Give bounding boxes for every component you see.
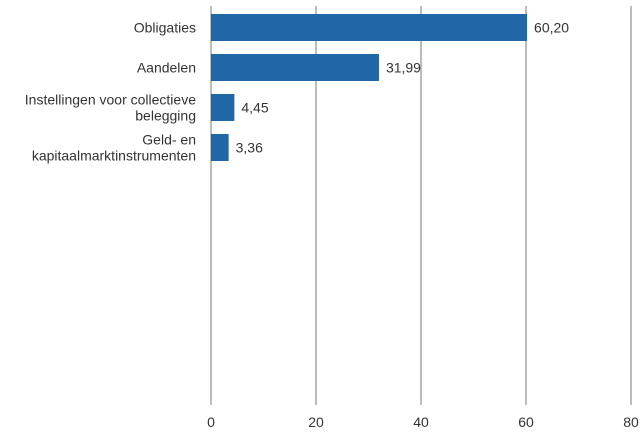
- data-label: 4,45: [241, 100, 268, 116]
- category-label-line: belegging: [135, 108, 196, 124]
- bar: [211, 94, 235, 121]
- category-label-line: Instellingen voor collectieve: [25, 92, 196, 108]
- category-label: Geld- en kapitaalmarktinstrumenten: [32, 132, 196, 164]
- category-label: Aandelen: [137, 60, 196, 76]
- x-axis-tick-labels: 0 20 40 60 80: [207, 414, 639, 430]
- x-tick-label: 0: [207, 414, 215, 430]
- x-tick-label: 20: [308, 414, 324, 430]
- x-tick-label: 40: [413, 414, 429, 430]
- x-tick-label: 60: [518, 414, 534, 430]
- data-label: 3,36: [236, 140, 263, 156]
- bar: [211, 14, 528, 41]
- bar: [211, 134, 229, 161]
- data-label: 60,20: [534, 20, 569, 36]
- bar: [211, 54, 379, 81]
- x-tick-label: 80: [623, 414, 639, 430]
- category-label: Instellingen voor collectieve belegging: [25, 92, 196, 124]
- category-label-line: Aandelen: [137, 60, 196, 76]
- category-label-line: Geld- en: [142, 132, 196, 148]
- category-label-line: kapitaalmarktinstrumenten: [32, 148, 196, 164]
- data-label: 31,99: [386, 60, 421, 76]
- category-label-line: Obligaties: [134, 20, 196, 36]
- category-labels: Obligaties Aandelen Instellingen voor coll…: [25, 20, 196, 164]
- bars: [211, 14, 528, 161]
- category-label: Obligaties: [134, 20, 196, 36]
- value-labels: 60,20 31,99 4,45 3,36: [236, 20, 570, 156]
